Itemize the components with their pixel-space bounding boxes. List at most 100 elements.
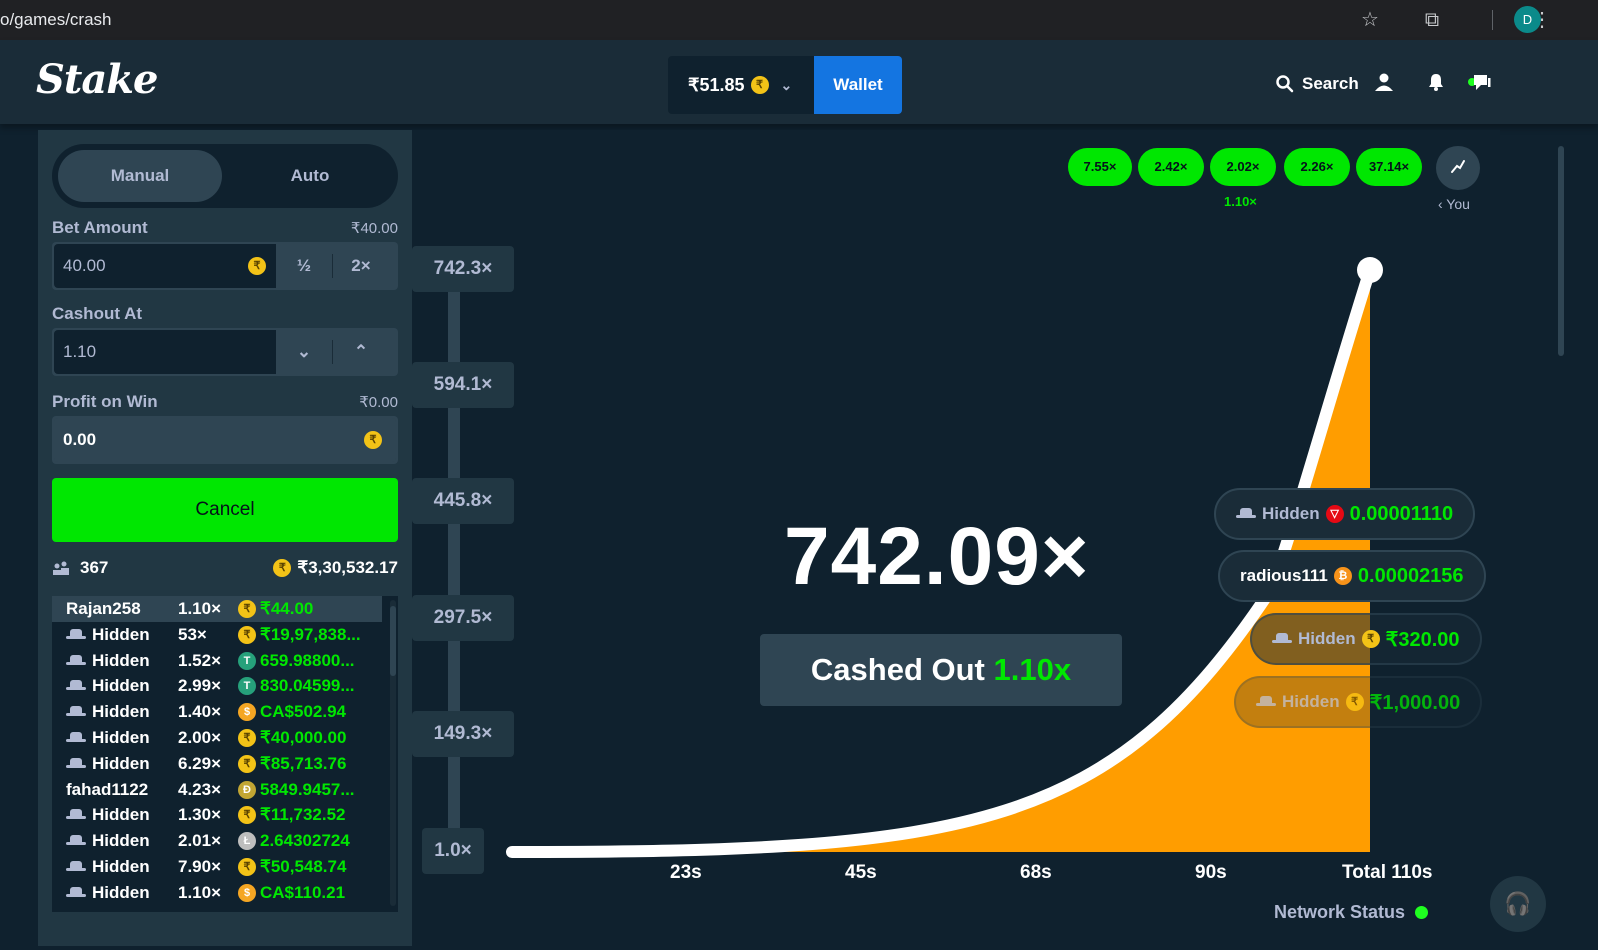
history-pill[interactable]: 2.42× — [1138, 148, 1204, 186]
bet-amount: $ CA$502.94 — [238, 702, 346, 722]
bets-scrollbar-thumb[interactable] — [390, 606, 396, 676]
history-pill[interactable]: 37.14× — [1356, 148, 1422, 186]
bet-multiplier: 2.99× — [178, 676, 222, 696]
bet-row[interactable]: Hidden 2.01× Ł 2.64302724 — [52, 828, 382, 854]
bet-row[interactable]: Hidden 1.10× $ CA$110.21 — [52, 880, 382, 906]
you-toggle[interactable]: ‹ You — [1438, 196, 1470, 212]
y-axis-label: 594.1× — [412, 362, 514, 408]
browser-menu-icon[interactable]: ⋮ — [1532, 9, 1552, 31]
bets-scrollbar-track[interactable] — [390, 600, 396, 906]
double-button[interactable]: 2× — [351, 256, 371, 275]
curve-fill — [512, 270, 1370, 852]
bet-amount-text: 5849.9457... — [260, 779, 355, 799]
bet-row[interactable]: fahad1122 4.23× Ð 5849.9457... — [52, 777, 382, 803]
player-count-value: 367 — [80, 558, 109, 577]
chat-icon[interactable] — [1470, 72, 1494, 96]
network-status-label: Network Status — [1274, 902, 1406, 922]
bookmark-star-icon[interactable]: ☆ — [1361, 9, 1379, 31]
profit-on-win-label: Profit on Win — [52, 392, 158, 411]
hidden-user-icon — [66, 732, 86, 744]
rupee-coin-icon: ₹ — [1361, 630, 1380, 648]
bet-row[interactable]: Hidden 7.90× ₹ ₹50,548.74 — [52, 854, 382, 880]
bet-row[interactable]: Hidden 6.29× ₹ ₹85,713.76 — [52, 751, 382, 777]
bets-list[interactable]: Hidden 1.10× $ CA$110.21 Hidden 7.90× ₹ ₹50,548… — [52, 596, 398, 912]
tether-coin-icon: T — [238, 677, 256, 696]
history-pill[interactable]: 2.26× — [1284, 148, 1350, 186]
bet-amount-text: ₹11,732.52 — [260, 805, 346, 825]
cashed-out-banner: Cashed Out 1.10x — [760, 634, 1122, 706]
bet-multiplier: 1.10× — [178, 882, 222, 902]
increase-cashout-button[interactable]: ⌃ — [333, 328, 389, 376]
rupee-coin-icon: ₹ — [1345, 693, 1364, 711]
decrease-cashout-button[interactable]: ⌄ — [276, 328, 332, 376]
bet-amount: ₹ ₹19,97,838... — [238, 625, 361, 645]
y-axis-label: 1.0× — [422, 828, 484, 874]
cashout-pill-name: Hidden — [1298, 629, 1356, 648]
page-scrollbar[interactable] — [1558, 146, 1564, 356]
bet-row[interactable]: Rajan258 1.10× ₹ ₹44.00 — [52, 596, 382, 622]
bet-row[interactable]: Hidden 1.40× $ CA$502.94 — [52, 699, 382, 725]
hidden-user-icon — [1236, 508, 1256, 520]
cancel-button[interactable]: Cancel — [52, 478, 398, 542]
bet-row[interactable]: Hidden 1.30× ₹ ₹11,732.52 — [52, 802, 382, 828]
rupee-coin-icon: ₹ — [238, 729, 256, 747]
bet-amount: ₹ ₹50,548.74 — [238, 857, 346, 877]
bet-amount-label: Bet Amount — [52, 218, 148, 237]
bet-row[interactable]: Hidden 1.52× T 659.98800... — [52, 648, 382, 674]
hidden-user-icon — [66, 706, 86, 718]
cashout-at-field: 1.10 ⌄ ⌃ — [52, 328, 398, 376]
user-icon[interactable] — [1372, 72, 1396, 96]
cashout-pill: Hidden ₹ ₹320.00 — [1250, 613, 1482, 665]
tab-manual[interactable]: Manual — [58, 150, 222, 202]
total-bet: ₹ ₹3,30,532.17 — [273, 558, 398, 578]
bet-amount-input[interactable]: 40.00 ₹ — [54, 244, 276, 288]
cashout-pill-name: Hidden — [1282, 692, 1340, 711]
bet-amount-fiat: ₹40.00 — [350, 220, 398, 237]
bet-row[interactable]: Hidden 2.00× ₹ ₹40,000.00 — [52, 725, 382, 751]
bet-amount-text: ₹44.00 — [260, 599, 314, 618]
half-button[interactable]: ½ — [296, 256, 312, 275]
bet-row[interactable]: Hidden 53× ₹ ₹19,97,838... — [52, 622, 382, 648]
extensions-icon[interactable]: ⧉ — [1424, 9, 1440, 31]
tab-auto[interactable]: Auto — [290, 166, 330, 185]
bet-row[interactable]: Hidden 2.99× T 830.04599... — [52, 673, 382, 699]
x-axis-label: 45s — [845, 862, 877, 883]
profile-avatar[interactable]: D — [1514, 6, 1541, 33]
profit-on-win-input[interactable]: 0.00 ₹ — [54, 418, 396, 462]
bet-amount-text: CA$502.94 — [260, 702, 347, 722]
bet-amount: Ł 2.64302724 — [238, 831, 350, 851]
cashed-out-value: 1.10x — [993, 652, 1072, 687]
history-pill[interactable]: 7.55× — [1068, 148, 1132, 186]
search-label: Search — [1302, 74, 1359, 93]
bet-amount: ₹ ₹85,713.76 — [238, 754, 346, 774]
notification-bell-icon[interactable] — [1424, 72, 1448, 96]
bet-player-name-text: Hidden — [92, 702, 150, 722]
rupee-coin-icon: ₹ — [273, 559, 292, 577]
address-bar[interactable]: o/games/crash — [0, 10, 112, 29]
bet-multiplier: 1.52× — [178, 650, 222, 670]
bet-amount: T 830.04599... — [238, 676, 355, 696]
trend-icon[interactable] — [1436, 146, 1480, 190]
tether-coin-icon: T — [238, 651, 256, 670]
bet-player-name: fahad1122 — [66, 780, 148, 800]
bet-player-name-text: fahad1122 — [66, 779, 149, 799]
cashout-at-input[interactable]: 1.10 — [54, 330, 276, 374]
history-pill[interactable]: 2.02× — [1210, 148, 1276, 186]
search-icon — [1276, 75, 1294, 93]
search-button[interactable]: Search — [1276, 74, 1359, 94]
hidden-user-icon — [1256, 696, 1276, 708]
cashout-pill-name: radious111 — [1240, 566, 1328, 585]
support-headset-icon[interactable]: 🎧 — [1490, 876, 1546, 932]
stake-logo[interactable]: Stake — [36, 56, 158, 103]
crash-game-area: 7.55× 2.42× 2.02× 2.26× 37.14× 1.10× ‹ You 7… — [412, 130, 1500, 946]
bet-amount-text: 659.98800... — [260, 650, 355, 670]
total-bet-value: ₹3,30,532.17 — [297, 558, 398, 577]
y-axis-label: 149.3× — [412, 711, 514, 757]
bet-player-name-text: Hidden — [92, 728, 150, 747]
wallet-button[interactable]: Wallet — [814, 56, 902, 114]
cashout-pill-name: Hidden — [1262, 504, 1320, 523]
rupee-coin-icon: ₹ — [238, 806, 256, 825]
balance-selector[interactable]: ₹51.85 ₹ ⌄ — [668, 56, 814, 114]
history-sub-value: 1.10× — [1224, 194, 1257, 209]
bitcoin-icon: ₿ — [1333, 567, 1352, 585]
